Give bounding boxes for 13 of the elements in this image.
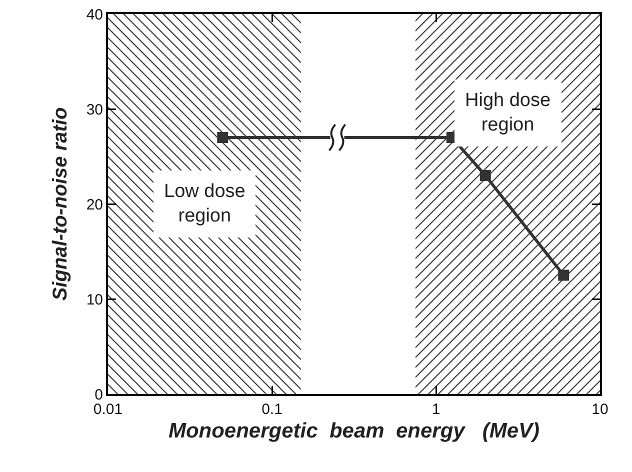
y-tick-label: 20: [86, 196, 103, 214]
y-tick-label: 30: [86, 101, 103, 118]
x-tick-label: 0.01: [93, 401, 123, 418]
y-tick-label: 10: [86, 291, 103, 308]
x-tick-label: 1: [432, 401, 440, 418]
x-tick-label: 0.1: [262, 401, 282, 418]
y-tick-label: 40: [86, 6, 103, 24]
band-label: Low dose region: [164, 181, 246, 227]
x-axis-title: Monoenergetic beam energy (MeV): [168, 420, 540, 443]
y-axis-title: Signal-to-noise ratio: [49, 107, 72, 301]
band-label: High dose region: [465, 90, 551, 136]
x-tick-label: 10: [592, 401, 608, 418]
y-tick-label: 0: [94, 386, 103, 404]
